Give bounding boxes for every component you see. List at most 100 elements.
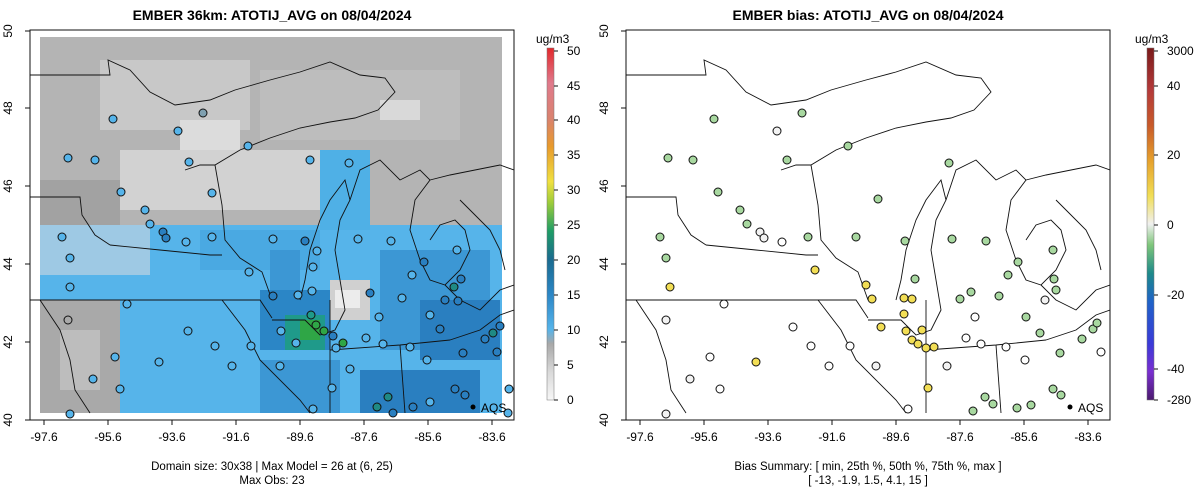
station-dot	[425, 310, 435, 320]
station-dot	[243, 141, 253, 151]
legend-tick: 0	[567, 393, 574, 407]
right-y-axis: 40 42 44 46 48 50	[597, 24, 626, 427]
station-dot	[63, 153, 73, 163]
legend-tick: 35	[567, 148, 581, 162]
y-tick-label: 44	[1, 257, 15, 271]
bias-station-dot	[797, 108, 807, 118]
y-tick-label: 46	[1, 179, 15, 193]
x-tick-label: -85.6	[1010, 430, 1038, 444]
left-map-panel: EMBER 36km: ATOTIJ_AVG on 08/04/2024	[1, 7, 581, 487]
station-dot	[161, 233, 171, 243]
bias-station-dot	[1026, 400, 1036, 410]
x-tick-label: -89.6	[286, 430, 314, 444]
bias-station-dot	[772, 126, 782, 136]
bias-station-dot	[713, 187, 723, 197]
y-tick-label: 48	[1, 101, 15, 115]
station-dot	[460, 390, 470, 400]
bias-station-dot	[661, 253, 671, 263]
bias-station-dot	[903, 404, 913, 414]
x-tick-label: -93.6	[754, 430, 782, 444]
station-dot	[65, 409, 75, 419]
legend-tick: -20	[1167, 288, 1185, 302]
aqs-legend-label: AQS	[481, 401, 506, 415]
left-color-legend: ug/m3 0 5 10 15 20 25 30 35 40 45 50	[536, 32, 581, 407]
bias-station-dot	[966, 287, 976, 297]
station-dot	[63, 315, 73, 325]
station-dot	[422, 355, 432, 365]
station-dot	[57, 232, 67, 242]
bias-station-dot	[1092, 318, 1102, 328]
station-dot	[397, 293, 407, 303]
station-dot	[378, 339, 388, 349]
bias-station-dot	[1020, 355, 1030, 365]
x-tick-label: -83.6	[1074, 430, 1102, 444]
legend-tick: 40	[567, 113, 581, 127]
station-dot	[198, 108, 208, 118]
bias-station-dot	[873, 194, 883, 204]
station-dot	[407, 270, 417, 280]
bias-station-dot	[1077, 334, 1087, 344]
bias-station-dot	[1013, 257, 1023, 267]
station-dot	[173, 126, 183, 136]
bias-station-dot	[1055, 348, 1065, 358]
right-footer-line2: [ -13, -1.9, 1.5, 4.1, 15 ]	[808, 475, 928, 487]
station-dot	[386, 236, 396, 246]
station-dot	[308, 404, 318, 414]
bias-station-dot	[661, 409, 671, 419]
station-dot	[383, 392, 393, 402]
bias-station-dot	[1051, 285, 1061, 295]
right-panel-title: EMBER bias: ATOTIJ_AVG on 08/04/2024	[732, 7, 1003, 23]
bias-station-dot	[1056, 390, 1066, 400]
y-tick-label: 42	[597, 335, 611, 349]
bias-station-dot	[994, 291, 1004, 301]
bias-station-dot	[665, 282, 675, 292]
y-tick-label: 40	[1, 413, 15, 427]
aqs-legend-dot	[470, 404, 476, 410]
station-dot	[452, 245, 462, 255]
station-dot	[408, 402, 418, 412]
bias-station-dot	[1035, 328, 1045, 338]
station-dot	[458, 348, 468, 358]
bias-station-dot	[968, 406, 978, 416]
bias-station-dot	[876, 322, 886, 332]
left-footer-line2: Max Obs: 23	[239, 475, 304, 487]
x-tick-label: -97.6	[626, 430, 654, 444]
station-dot	[305, 155, 315, 165]
station-dot	[440, 295, 450, 305]
legend-tick: 45	[567, 79, 581, 93]
bias-station-dot	[899, 293, 909, 303]
y-tick-label: 44	[597, 257, 611, 271]
bias-station-dot	[735, 205, 745, 215]
bias-station-dot	[788, 322, 798, 332]
bias-station-dot	[1012, 403, 1022, 413]
bias-station-dot	[661, 315, 671, 325]
station-dot	[331, 343, 341, 353]
bias-station-dot	[1048, 245, 1058, 255]
bias-station-dot	[655, 232, 665, 242]
legend-tick: 15	[567, 288, 581, 302]
legend-tick: -280	[1167, 393, 1191, 407]
station-dot	[145, 219, 155, 229]
station-dot	[307, 286, 317, 296]
station-dot	[122, 299, 132, 309]
x-tick-label: -87.6	[946, 430, 974, 444]
station-dot	[488, 328, 498, 338]
station-dot	[244, 267, 254, 277]
right-boundaries	[626, 59, 1110, 414]
bias-station-dot	[777, 237, 787, 247]
left-stations	[57, 108, 514, 419]
y-tick-label: 50	[597, 24, 611, 38]
bias-station-dot	[1048, 384, 1058, 394]
legend-tick: 50	[567, 44, 581, 58]
bias-station-dot	[867, 294, 877, 304]
bias-station-dot	[751, 357, 761, 367]
station-dot	[319, 326, 329, 336]
station-dot	[183, 326, 193, 336]
station-dot	[435, 324, 445, 334]
left-x-axis: -97.6 -95.6 -93.6 -91.6 -89.6 -87.6 -85.…	[30, 420, 506, 444]
bias-station-dot	[929, 342, 939, 352]
legend-tick: 30	[567, 183, 581, 197]
x-tick-label: -85.6	[414, 430, 442, 444]
bias-station-dot	[688, 155, 698, 165]
bias-station-dot	[806, 341, 816, 351]
